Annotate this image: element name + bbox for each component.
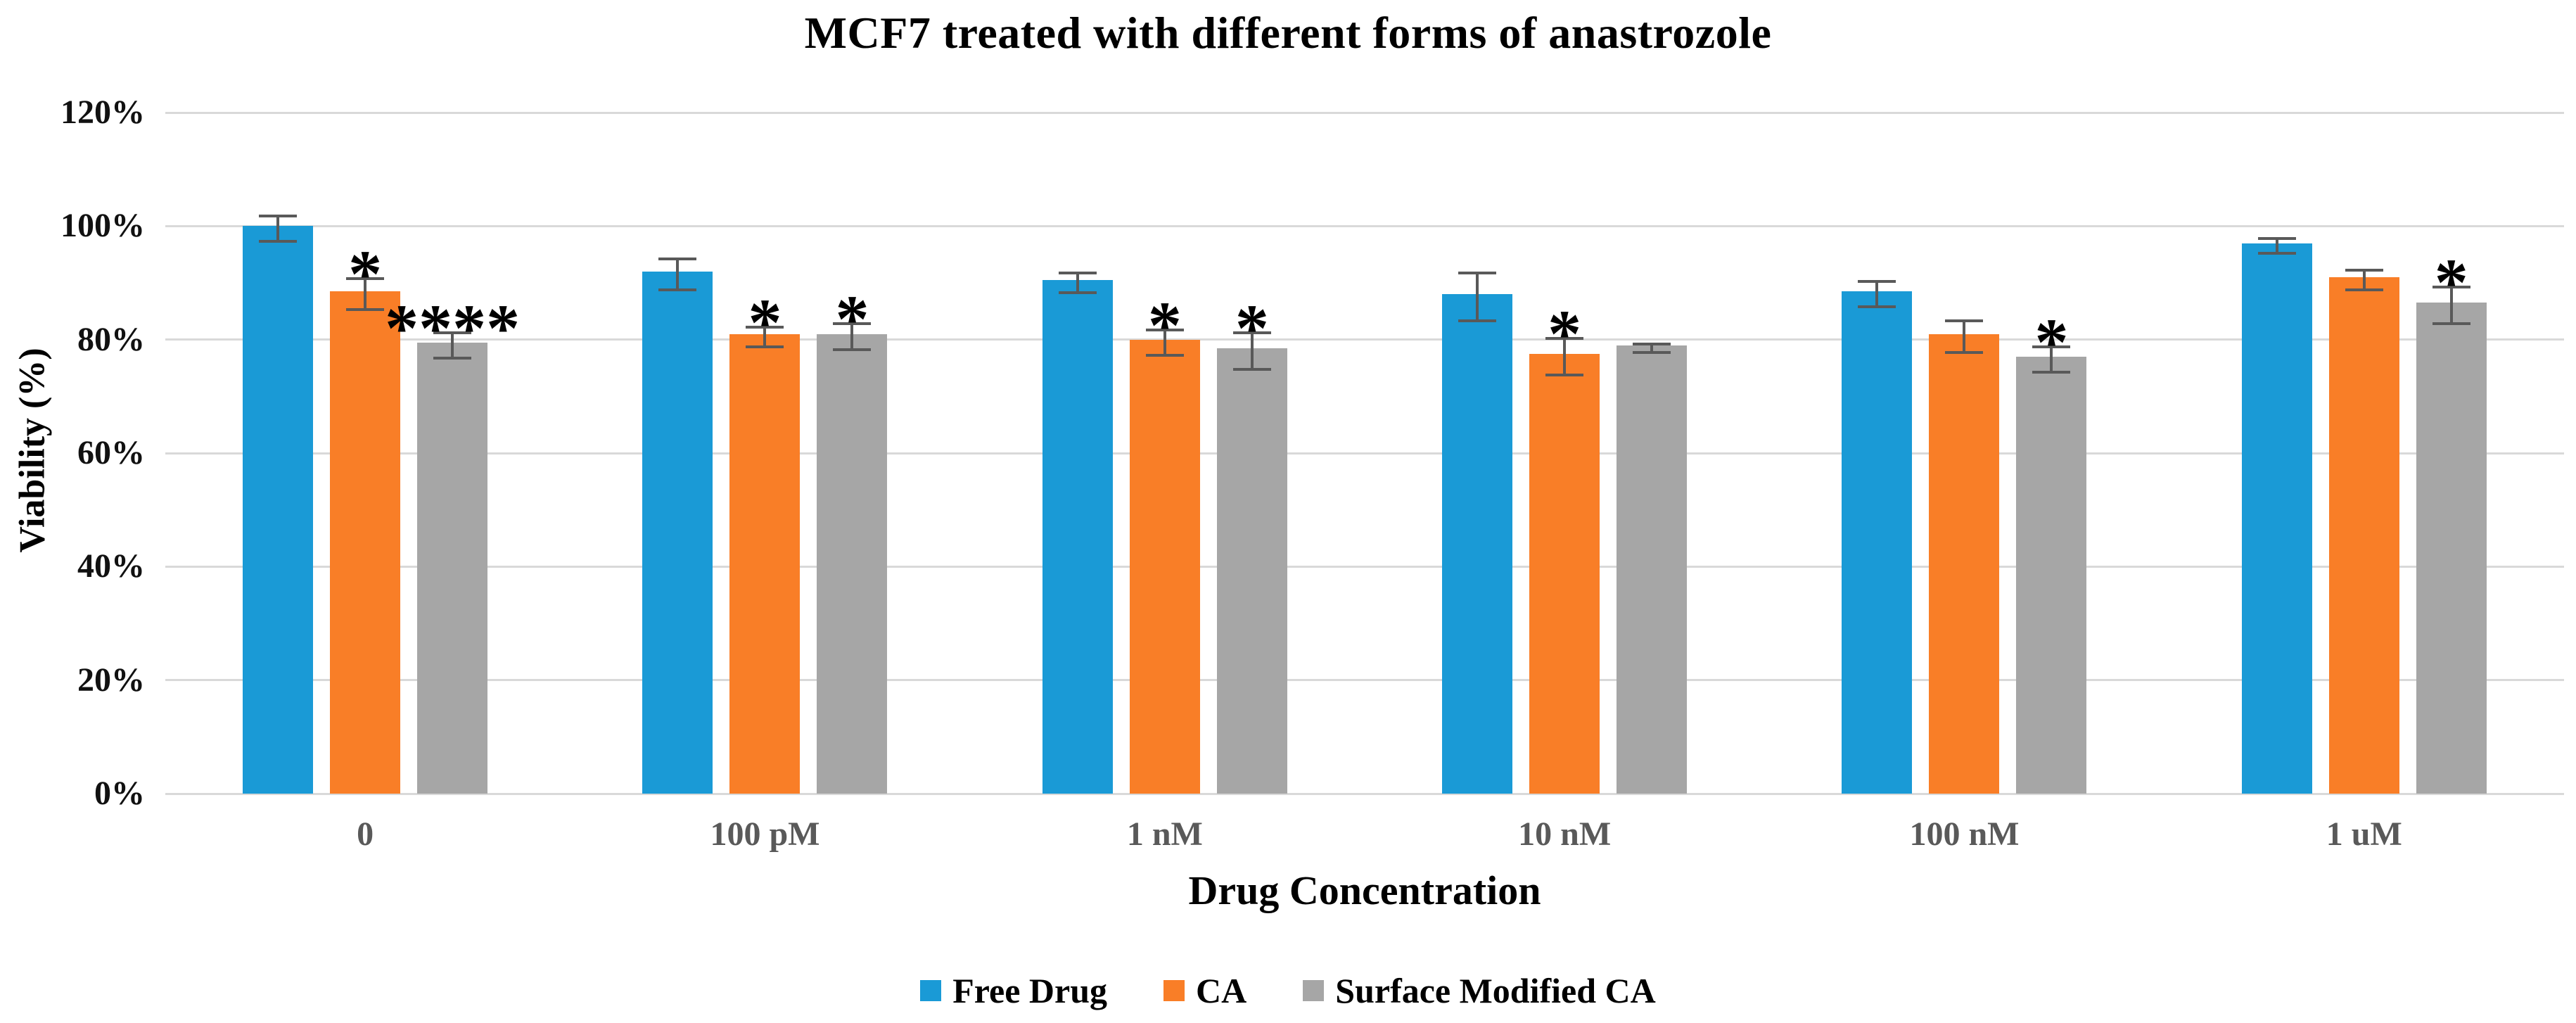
error-bar xyxy=(433,331,472,360)
bar-ca: * xyxy=(330,240,401,794)
error-bar xyxy=(1545,336,1584,377)
bar-free-drug xyxy=(1442,271,1513,794)
gridline-0 xyxy=(165,792,2564,795)
error-bar xyxy=(833,322,872,351)
legend-swatch-ca xyxy=(1163,980,1185,1001)
bar-ca: * xyxy=(1129,291,1200,794)
legend-item-free-drug: Free Drug xyxy=(920,970,1107,1012)
legend: Free Drug CA Surface Modified CA xyxy=(0,970,2576,1012)
significance-marker: * xyxy=(1548,296,1582,371)
error-bar xyxy=(259,215,298,243)
bar-ca xyxy=(2328,268,2399,794)
significance-marker: * xyxy=(835,281,869,357)
error-bar xyxy=(2032,345,2071,374)
bar-free-drug xyxy=(2241,237,2312,794)
error-bar xyxy=(346,277,385,312)
gridline-80 xyxy=(165,338,2564,341)
bar-group-1-nM: * * xyxy=(965,113,1365,794)
legend-swatch-free-drug xyxy=(920,980,942,1001)
bar-surface-modified-ca: **** xyxy=(385,294,520,794)
bar-group-100-nM: * xyxy=(1764,113,2164,794)
y-tick-label: 60% xyxy=(77,434,145,471)
error-bar xyxy=(1633,342,1671,354)
significance-marker: * xyxy=(2034,304,2069,380)
bar-free-drug xyxy=(1842,279,1913,794)
gridline-100 xyxy=(165,224,2564,227)
error-bar xyxy=(1458,271,1497,323)
bar-surface-modified-ca: * xyxy=(1216,294,1287,794)
significance-marker: * xyxy=(1235,290,1269,366)
x-tick-label-100-nM: 100 nM xyxy=(1909,815,2020,853)
legend-label-surface-modified-ca: Surface Modified CA xyxy=(1335,971,1656,1010)
legend-swatch-surface-modified-ca xyxy=(1303,980,1325,1001)
y-tick-label: 20% xyxy=(77,661,145,699)
y-axis-tick-labels: 0% 20% 40% 60% 80% 100% 120% xyxy=(0,96,145,811)
error-bar xyxy=(1232,331,1271,371)
x-axis-tick-labels: 0 100 pM 1 nM 10 nM 100 nM 1 uM xyxy=(165,811,2564,858)
bar-surface-modified-ca: * xyxy=(2416,249,2487,794)
x-tick-label-1-nM: 1 nM xyxy=(1126,815,1203,853)
bar-surface-modified-ca: * xyxy=(2016,308,2087,794)
error-bar xyxy=(1858,279,1896,309)
legend-label-ca: CA xyxy=(1196,971,1247,1010)
plot-area: * **** * * * * * * * xyxy=(165,111,2564,795)
bar-group-0: * **** xyxy=(165,113,565,794)
bar-surface-modified-ca: * xyxy=(817,286,888,794)
bar-surface-modified-ca xyxy=(1617,342,1688,794)
x-tick-label-1-uM: 1 uM xyxy=(2326,815,2402,853)
error-bar xyxy=(2257,237,2296,255)
bar-ca: * xyxy=(1529,300,1600,794)
legend-item-ca: CA xyxy=(1163,970,1246,1012)
error-bar xyxy=(2432,286,2470,326)
significance-marker: * xyxy=(348,236,383,312)
y-tick-label: 120% xyxy=(60,94,145,131)
bar-group-100-pM: * * xyxy=(565,113,964,794)
gridline-40 xyxy=(165,565,2564,568)
significance-marker: * xyxy=(2434,245,2468,321)
legend-item-surface-modified-ca: Surface Modified CA xyxy=(1303,970,1656,1012)
chart-title: MCF7 treated with different forms of ana… xyxy=(804,8,1772,58)
gridline-60 xyxy=(165,452,2564,455)
bar-groups-container: * **** * * * * * * * xyxy=(165,113,2564,794)
y-tick-label: 40% xyxy=(77,547,145,585)
error-bar xyxy=(1145,328,1184,357)
bar-ca xyxy=(1929,319,2000,794)
error-bar xyxy=(1058,271,1097,295)
error-bar xyxy=(746,325,784,348)
bar-group-1-uM: * xyxy=(2164,113,2564,794)
x-tick-label-10-nM: 10 nM xyxy=(1518,815,1612,853)
x-axis-title: Drug Concentration xyxy=(1188,868,1541,913)
gridline-120 xyxy=(165,111,2564,114)
y-tick-label: 100% xyxy=(60,207,145,245)
x-tick-label-100-pM: 100 pM xyxy=(710,815,820,853)
significance-marker: * xyxy=(748,284,782,360)
error-bar xyxy=(2345,268,2383,292)
x-tick-label-0: 0 xyxy=(357,815,374,853)
y-tick-label: 0% xyxy=(94,775,145,812)
significance-marker: * xyxy=(1147,287,1182,363)
bar-ca: * xyxy=(729,288,801,794)
gridline-20 xyxy=(165,679,2564,682)
bar-free-drug xyxy=(642,257,713,794)
bar-free-drug xyxy=(1042,271,1113,794)
bar-free-drug xyxy=(243,215,314,794)
y-tick-label: 80% xyxy=(77,320,145,358)
error-bar xyxy=(658,257,697,292)
legend-label-free-drug: Free Drug xyxy=(952,971,1108,1010)
error-bar xyxy=(1945,319,1984,354)
significance-marker: **** xyxy=(385,290,521,366)
bar-group-10-nM: * xyxy=(1365,113,1764,794)
